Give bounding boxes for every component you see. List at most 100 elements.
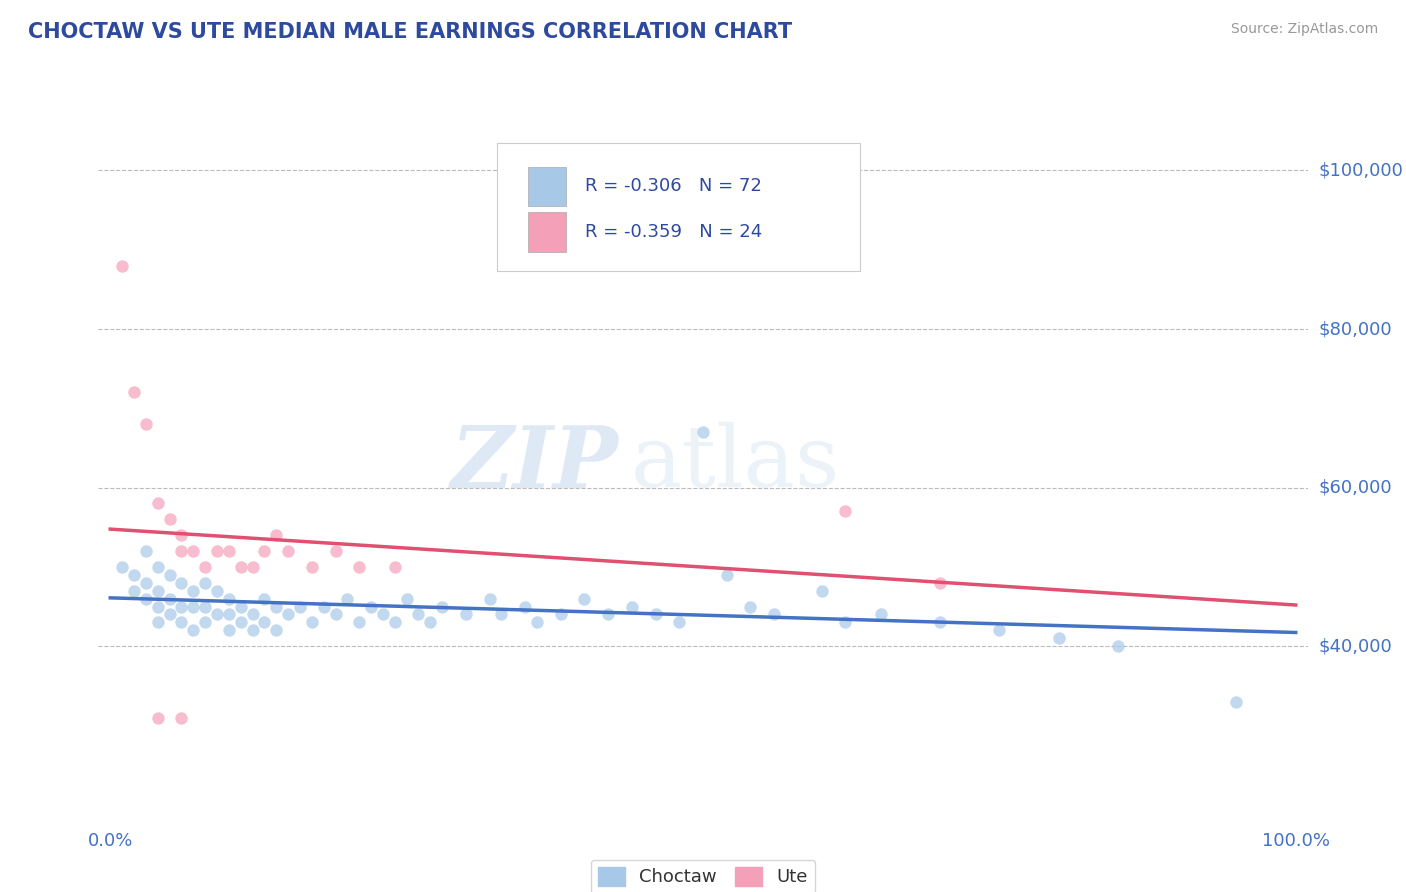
Point bbox=[277, 607, 299, 622]
Point bbox=[111, 259, 134, 273]
Point bbox=[929, 615, 952, 630]
Point bbox=[159, 591, 181, 606]
Point bbox=[810, 583, 832, 598]
Point bbox=[288, 599, 311, 614]
Point bbox=[122, 385, 145, 400]
Point bbox=[242, 560, 264, 574]
Point bbox=[384, 560, 406, 574]
Point bbox=[170, 710, 193, 724]
Point bbox=[371, 607, 394, 622]
Point bbox=[347, 615, 370, 630]
Point bbox=[218, 544, 240, 558]
Point bbox=[740, 599, 762, 614]
Point bbox=[194, 615, 217, 630]
Point bbox=[159, 512, 181, 526]
Point bbox=[574, 591, 596, 606]
Point bbox=[408, 607, 430, 622]
Point bbox=[135, 544, 157, 558]
Point bbox=[478, 591, 501, 606]
Point bbox=[301, 560, 323, 574]
Point bbox=[159, 607, 181, 622]
Point bbox=[253, 544, 276, 558]
Text: $60,000: $60,000 bbox=[1319, 479, 1392, 497]
Point bbox=[194, 575, 217, 590]
Point bbox=[834, 504, 856, 518]
Point bbox=[454, 607, 477, 622]
Point bbox=[347, 560, 370, 574]
Point bbox=[170, 575, 193, 590]
Point bbox=[205, 607, 228, 622]
Point bbox=[111, 560, 134, 574]
Point bbox=[432, 599, 454, 614]
Point bbox=[419, 615, 441, 630]
Point bbox=[491, 607, 513, 622]
Point bbox=[170, 599, 193, 614]
Text: R = -0.359   N = 24: R = -0.359 N = 24 bbox=[585, 223, 762, 241]
Text: CHOCTAW VS UTE MEDIAN MALE EARNINGS CORRELATION CHART: CHOCTAW VS UTE MEDIAN MALE EARNINGS CORR… bbox=[28, 22, 792, 42]
Point bbox=[644, 607, 666, 622]
Point bbox=[360, 599, 382, 614]
Point bbox=[170, 615, 193, 630]
Point bbox=[336, 591, 359, 606]
FancyBboxPatch shape bbox=[527, 167, 567, 206]
Point bbox=[218, 624, 240, 638]
Point bbox=[301, 615, 323, 630]
Text: $80,000: $80,000 bbox=[1319, 320, 1392, 338]
Point bbox=[242, 624, 264, 638]
Point bbox=[253, 615, 276, 630]
Point bbox=[205, 583, 228, 598]
Point bbox=[929, 575, 952, 590]
Text: atlas: atlas bbox=[630, 422, 839, 506]
Point bbox=[146, 599, 169, 614]
Point bbox=[716, 567, 738, 582]
Point bbox=[194, 599, 217, 614]
Point bbox=[205, 544, 228, 558]
Point bbox=[146, 710, 169, 724]
Point bbox=[135, 591, 157, 606]
Point bbox=[1107, 639, 1129, 653]
Point bbox=[277, 544, 299, 558]
Point bbox=[229, 599, 252, 614]
Point bbox=[218, 607, 240, 622]
Point bbox=[1225, 695, 1247, 709]
Point bbox=[146, 615, 169, 630]
Point bbox=[620, 599, 643, 614]
Point bbox=[988, 624, 1011, 638]
Point bbox=[242, 607, 264, 622]
Point bbox=[869, 607, 891, 622]
Point bbox=[515, 599, 537, 614]
Point bbox=[181, 599, 204, 614]
Point bbox=[181, 583, 204, 598]
Point bbox=[395, 591, 418, 606]
Point bbox=[253, 591, 276, 606]
Point bbox=[194, 560, 217, 574]
Point bbox=[668, 615, 690, 630]
FancyBboxPatch shape bbox=[527, 212, 567, 252]
Point bbox=[264, 599, 287, 614]
Point bbox=[384, 615, 406, 630]
Text: ZIP: ZIP bbox=[450, 422, 619, 506]
Point bbox=[146, 583, 169, 598]
Point bbox=[325, 544, 347, 558]
Point bbox=[181, 624, 204, 638]
Point bbox=[122, 583, 145, 598]
Point bbox=[135, 417, 157, 432]
Point bbox=[550, 607, 572, 622]
Text: Source: ZipAtlas.com: Source: ZipAtlas.com bbox=[1230, 22, 1378, 37]
FancyBboxPatch shape bbox=[498, 143, 860, 271]
Point bbox=[135, 575, 157, 590]
Point bbox=[598, 607, 620, 622]
Point bbox=[763, 607, 786, 622]
Point bbox=[526, 615, 548, 630]
Point bbox=[692, 425, 714, 439]
Point bbox=[229, 560, 252, 574]
Text: $100,000: $100,000 bbox=[1319, 161, 1403, 179]
Text: R = -0.306   N = 72: R = -0.306 N = 72 bbox=[585, 178, 762, 195]
Point bbox=[170, 528, 193, 542]
Point bbox=[170, 544, 193, 558]
Point bbox=[146, 560, 169, 574]
Point bbox=[834, 615, 856, 630]
Point bbox=[325, 607, 347, 622]
Legend: Choctaw, Ute: Choctaw, Ute bbox=[591, 860, 815, 892]
Point bbox=[229, 615, 252, 630]
